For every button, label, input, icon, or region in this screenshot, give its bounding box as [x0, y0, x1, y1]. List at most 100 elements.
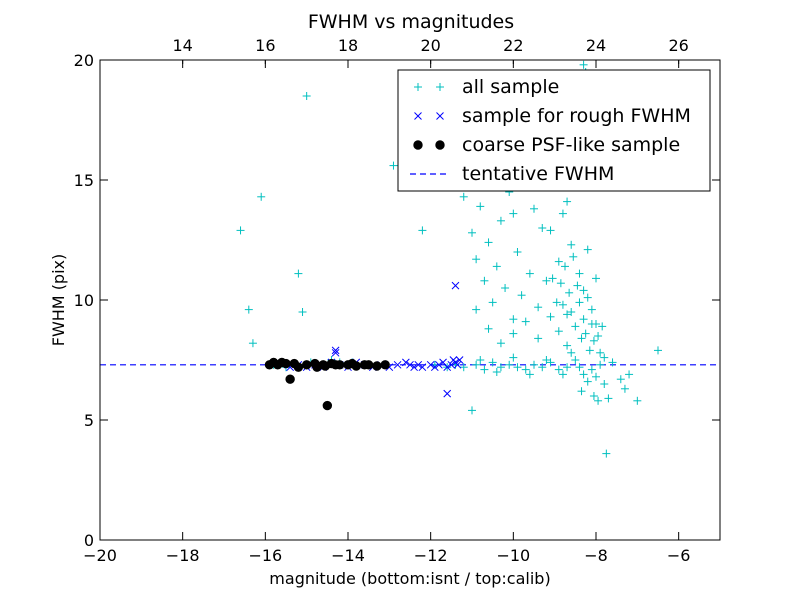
rough-fwhm-point — [426, 360, 435, 369]
rough-fwhm-point — [443, 389, 452, 398]
all-sample-point — [298, 308, 307, 316]
all-sample-point — [583, 245, 592, 254]
legend-label-psf-like: coarse PSF-like sample — [462, 134, 680, 156]
legend-markers — [410, 83, 448, 175]
all-sample-point — [492, 368, 501, 376]
all-sample-point — [581, 329, 590, 338]
all-sample-point — [589, 336, 598, 345]
all-sample-point — [389, 161, 398, 170]
legend-label-tentative: tentative FWHM — [462, 163, 614, 185]
all-sample-point — [563, 363, 572, 372]
all-sample-point — [476, 356, 485, 364]
psf-like-point — [363, 360, 374, 370]
x-tick-label: −6 — [667, 546, 691, 565]
all-sample-point — [600, 353, 609, 362]
top-tick-label: 20 — [420, 36, 440, 55]
all-sample-point — [468, 406, 476, 415]
y-tick-label: 20 — [74, 51, 94, 70]
all-sample-point — [480, 276, 489, 285]
rough-fwhm-point-b — [418, 363, 427, 372]
psf-like-point — [268, 357, 279, 368]
all-sample-point — [654, 346, 662, 355]
all-sample-point — [521, 317, 530, 326]
rough-fwhm-point-b — [435, 360, 443, 369]
all-sample-point — [558, 300, 567, 309]
all-sample-point — [468, 228, 476, 237]
x-tick-label: −14 — [331, 546, 365, 565]
rough-fwhm-point — [455, 356, 464, 364]
all-sample-point — [616, 375, 625, 384]
all-sample-point — [604, 394, 613, 403]
rough-fwhm-point — [331, 348, 340, 357]
rough-fwhm-point-b — [393, 360, 402, 369]
all-sample-point — [596, 360, 605, 369]
psf-like-point — [281, 358, 291, 369]
all-sample-point — [480, 365, 489, 374]
all-sample-point — [577, 387, 586, 396]
rough-fwhm-point — [451, 281, 460, 290]
all-sample-point — [546, 226, 555, 235]
all-sample-point — [472, 255, 481, 264]
all-sample-point — [596, 348, 605, 357]
all-sample-point — [542, 356, 551, 364]
rough-fwhm-point-b — [331, 348, 340, 357]
all-sample-point — [244, 305, 253, 314]
all-sample-point — [583, 377, 592, 386]
top-tick-label: 16 — [255, 36, 275, 55]
rough-fwhm-point-b — [455, 356, 464, 364]
all-sample-point — [538, 224, 547, 232]
legend-label-all-sample: all sample — [462, 76, 559, 98]
all-sample-point — [589, 392, 598, 400]
all-sample-point — [484, 324, 493, 333]
all-sample-point — [583, 293, 592, 302]
x-axis-label: magnitude (bottom:isnt / top:calib) — [269, 569, 550, 588]
all-sample-point — [501, 284, 510, 292]
top-tick-label: 18 — [338, 36, 358, 55]
all-sample-point — [561, 262, 569, 271]
all-sample-point — [534, 334, 543, 343]
all-sample-point — [530, 204, 538, 213]
x-tick-label: −10 — [496, 546, 530, 565]
rough-fwhm-point — [331, 346, 340, 355]
all-sample-point — [546, 358, 555, 367]
all-sample-point — [571, 356, 580, 364]
rough-fwhm-point — [430, 363, 439, 372]
axis-ticks: −20 −18 −16 −14 −12 −10 −8 −6 0 5 10 15 20 14 16 18 20 22… — [74, 36, 720, 565]
chart-title: FWHM vs magnitudes — [308, 11, 514, 33]
all-sample-point — [542, 276, 551, 285]
all-sample-point — [577, 334, 586, 343]
x-tick-label: −18 — [166, 546, 200, 565]
all-sample-point — [598, 322, 607, 331]
rough-fwhm-point-b — [331, 346, 340, 355]
rough-fwhm-point-b — [453, 360, 462, 369]
psf-like-point — [322, 400, 333, 411]
psf-like-point — [285, 374, 295, 384]
all-sample-point — [587, 305, 596, 314]
all-sample-point — [567, 308, 576, 316]
all-sample-point — [525, 269, 534, 278]
all-sample-point — [472, 305, 481, 314]
rough-fwhm-point — [414, 360, 423, 369]
all-sample-point — [575, 363, 584, 372]
all-sample-point — [563, 197, 572, 206]
all-sample-point — [459, 363, 468, 372]
all-sample-point — [484, 238, 493, 247]
y-tick-label: 0 — [84, 531, 94, 550]
all-sample-point — [476, 202, 485, 211]
all-sample-point — [594, 396, 603, 405]
all-sample-point — [602, 449, 611, 458]
all-sample-point — [579, 315, 588, 324]
all-sample-point — [608, 358, 617, 367]
top-tick-label: 14 — [172, 36, 192, 55]
all-sample-point — [633, 396, 642, 405]
rough-fwhm-point — [410, 363, 418, 372]
rough-fwhm-point-b — [451, 281, 460, 290]
all-sample-point — [592, 372, 600, 381]
rough-fwhm-point-b — [385, 363, 394, 372]
all-sample-point — [571, 322, 580, 331]
all-sample-point — [302, 92, 311, 100]
all-sample-point — [509, 353, 518, 362]
legend-marker-1-a-b — [414, 112, 422, 120]
all-sample-point — [513, 248, 522, 256]
